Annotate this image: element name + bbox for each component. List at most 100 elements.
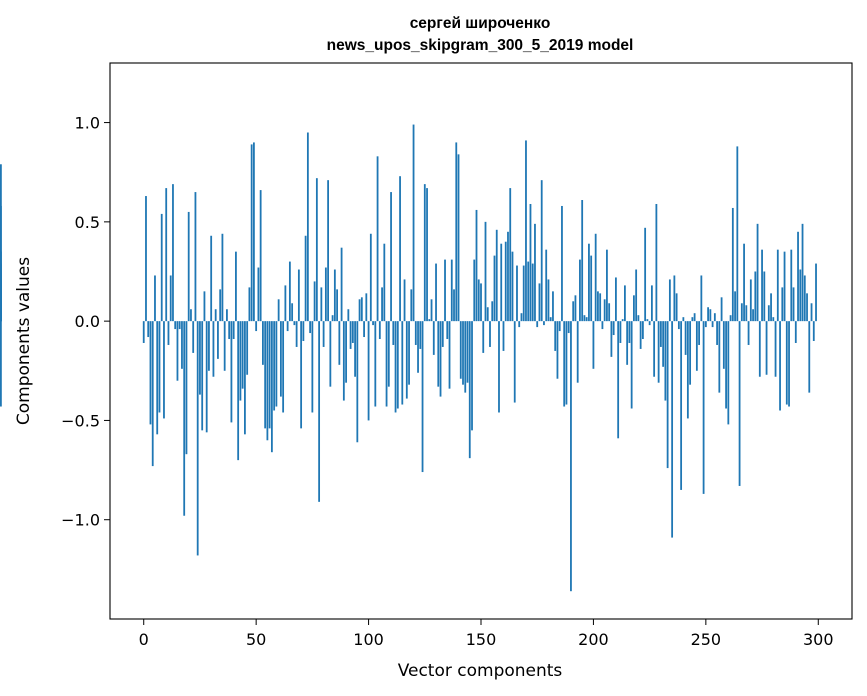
bar-135 [446,321,449,340]
bar-58 [273,321,276,411]
bar-138 [453,289,455,322]
bar-undefined [0,164,2,322]
bar-undefined [0,321,2,407]
bar-60 [277,299,280,322]
bar-109 [387,321,390,387]
bar-46 [246,321,249,375]
bar-253 [711,321,714,328]
bar-124 [421,321,424,473]
bar-127 [428,319,431,322]
bar-166 [516,265,518,322]
bar-94 [354,321,356,377]
bar-187 [563,321,566,407]
bar-278 [767,305,770,322]
y-tick-label: 1.0 [75,114,100,133]
y-tick-label: 0.0 [75,312,100,331]
bar-212 [619,321,622,343]
y-axis-ticks: −1.0 −0.5 0.0 0.5 1.0 [61,114,110,530]
bar-107 [383,243,386,322]
bar-238 [677,321,680,330]
bar-158 [498,321,500,413]
bar-175 [536,321,539,328]
bar-292 [799,269,802,322]
bar-188 [565,321,568,405]
bar-123 [419,321,422,349]
bar-290 [794,321,797,343]
bar-95 [356,321,359,443]
bar-255 [716,321,718,345]
bar-37 [226,309,228,322]
bar-164 [511,251,514,322]
bar-112 [394,321,397,413]
bar-235 [671,321,674,538]
bar-105 [378,321,381,340]
bar-190 [570,321,572,592]
bar-194 [579,259,581,322]
bar-29 [208,321,210,371]
bar-115 [401,321,404,405]
bar-106 [381,287,383,322]
bar-99 [365,293,368,322]
bar-150 [480,283,482,322]
bar-86 [336,289,338,322]
bar-241 [684,321,687,355]
bar-1 [145,196,147,322]
bar-277 [765,321,768,375]
bar-203 [599,293,602,322]
bar-248 [700,275,703,322]
bar-undefined [0,251,2,322]
bar-73 [306,132,309,322]
bar-165 [513,321,516,403]
bar-43 [239,321,242,401]
bar-225 [648,321,651,326]
bar-104 [376,156,379,322]
bar-146 [471,321,473,431]
bar-114 [399,176,401,322]
bar-147 [473,259,476,322]
bar-100 [367,321,370,421]
bar-48 [250,144,253,322]
bar-93 [351,321,354,343]
bar-140 [457,154,460,322]
bar-36 [223,321,226,371]
bar-126 [426,188,428,322]
bar-283 [779,321,781,411]
bar-196 [583,315,586,322]
bar-182 [552,291,554,322]
bar-295 [806,293,808,322]
bar-26 [201,321,204,431]
bar-144 [466,321,469,383]
bar-199 [590,255,593,322]
bar-19 [185,321,188,455]
bar-259 [725,321,727,409]
bar-185 [558,321,561,332]
bar-142 [462,321,464,385]
bar-98 [363,321,365,338]
bar-167 [518,321,521,328]
bar-53 [262,321,264,365]
bar-211 [617,321,620,439]
bar-5 [154,275,156,322]
bar-145 [468,321,471,459]
bar-61 [279,321,282,397]
bar-28 [205,321,208,433]
bar-170 [525,140,527,322]
bar-128 [430,299,433,322]
bar-9 [163,321,165,419]
bar-298 [812,321,815,341]
bar-156 [493,255,496,322]
bar-7 [158,321,161,413]
bar-285 [783,251,786,322]
bar-274 [758,321,761,377]
y-axis-label: Components values [14,257,34,425]
chart-title: сергей широченко [410,15,551,32]
bar-35 [221,233,224,322]
bar-79 [320,287,323,322]
bar-81 [324,267,327,322]
bar-296 [808,321,811,393]
bar-229 [657,321,660,383]
bar-68 [295,321,298,347]
bar-162 [507,231,509,322]
bar-161 [504,241,507,322]
bar-54 [264,321,267,429]
